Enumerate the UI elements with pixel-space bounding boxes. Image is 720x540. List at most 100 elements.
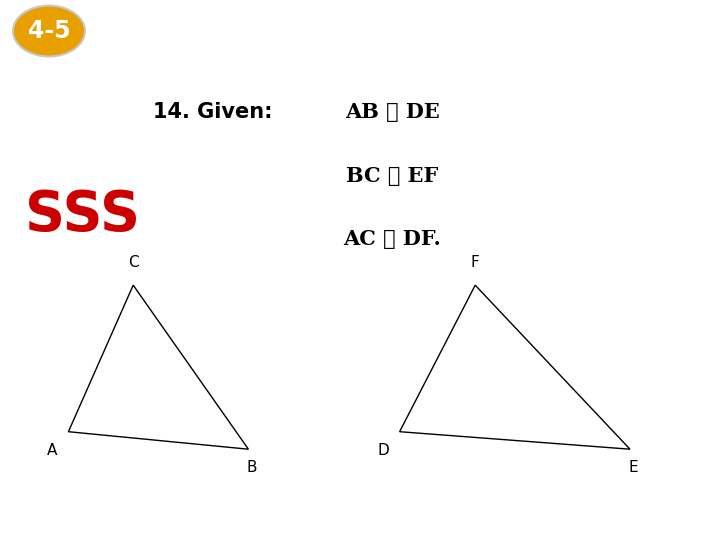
Text: Holt Geometry: Holt Geometry	[11, 515, 120, 528]
Text: 4-5: 4-5	[27, 19, 71, 43]
Bar	[482, 16, 492, 28]
Text: 14. Given:: 14. Given:	[153, 103, 272, 123]
Bar	[444, 31, 454, 42]
Bar	[456, 46, 467, 57]
Bar	[444, 46, 454, 57]
Bar	[612, 16, 622, 28]
Bar	[469, 46, 480, 57]
Text: BC ≅ EF: BC ≅ EF	[346, 166, 438, 186]
Bar	[431, 16, 441, 28]
Bar	[573, 16, 583, 28]
Bar	[651, 31, 661, 42]
Text: C: C	[128, 255, 138, 270]
Bar	[664, 16, 674, 28]
Bar	[508, 1, 518, 12]
Bar	[703, 1, 713, 12]
Bar	[482, 46, 492, 57]
Bar	[495, 31, 505, 42]
Bar	[495, 46, 505, 57]
Bar	[560, 1, 570, 12]
Bar	[560, 16, 570, 28]
Bar	[716, 46, 720, 57]
Bar	[586, 31, 596, 42]
Bar	[625, 46, 635, 57]
Bar	[418, 16, 428, 28]
Bar	[456, 16, 467, 28]
Bar	[456, 31, 467, 42]
Bar	[612, 31, 622, 42]
Bar	[431, 1, 441, 12]
Bar	[703, 46, 713, 57]
Bar	[677, 31, 687, 42]
Bar	[534, 1, 544, 12]
Bar	[664, 46, 674, 57]
Bar	[560, 46, 570, 57]
Bar	[534, 16, 544, 28]
Bar	[690, 1, 700, 12]
Bar	[418, 46, 428, 57]
Bar	[482, 31, 492, 42]
Bar	[508, 46, 518, 57]
Bar	[638, 1, 648, 12]
Text: E: E	[629, 460, 639, 475]
Bar	[716, 31, 720, 42]
Bar	[638, 16, 648, 28]
Bar	[664, 31, 674, 42]
Bar	[495, 16, 505, 28]
Bar	[703, 31, 713, 42]
Bar	[612, 46, 622, 57]
Bar	[651, 46, 661, 57]
Bar	[625, 16, 635, 28]
Bar	[521, 31, 531, 42]
Bar	[534, 46, 544, 57]
Text: AB ≅ DE: AB ≅ DE	[345, 103, 440, 123]
Bar	[612, 1, 622, 12]
Bar	[431, 46, 441, 57]
Bar	[599, 46, 609, 57]
Bar	[638, 31, 648, 42]
Bar	[690, 46, 700, 57]
Bar	[547, 16, 557, 28]
Bar	[521, 46, 531, 57]
Text: Triangle Congruence: ASA and AAS: Triangle Congruence: ASA and AAS	[112, 19, 605, 43]
Bar	[599, 1, 609, 12]
Bar	[586, 16, 596, 28]
Ellipse shape	[13, 5, 85, 57]
Bar	[521, 1, 531, 12]
Bar	[677, 1, 687, 12]
Bar	[418, 1, 428, 12]
Bar	[547, 1, 557, 12]
Text: AC ≅ DF.: AC ≅ DF.	[343, 230, 441, 249]
Bar	[469, 16, 480, 28]
Bar	[599, 16, 609, 28]
Bar	[677, 16, 687, 28]
Bar	[456, 1, 467, 12]
Bar	[418, 31, 428, 42]
Bar	[508, 31, 518, 42]
Bar	[625, 31, 635, 42]
Bar	[690, 31, 700, 42]
Bar	[521, 16, 531, 28]
Bar	[534, 31, 544, 42]
Bar	[469, 1, 480, 12]
Bar	[651, 1, 661, 12]
Bar	[444, 1, 454, 12]
Text: F: F	[471, 255, 480, 270]
Bar	[586, 46, 596, 57]
Bar	[716, 1, 720, 12]
Text: Copyright © by Holt, Rinehart and Winston. All Rights Reserved.: Copyright © by Holt, Rinehart and Winsto…	[371, 517, 706, 527]
Bar	[664, 1, 674, 12]
Bar	[716, 16, 720, 28]
Bar	[703, 16, 713, 28]
Bar	[625, 1, 635, 12]
Text: SSS: SSS	[25, 188, 140, 242]
Bar	[495, 1, 505, 12]
Text: B: B	[247, 460, 257, 475]
Bar	[573, 31, 583, 42]
Bar	[508, 16, 518, 28]
Bar	[444, 16, 454, 28]
Bar	[690, 16, 700, 28]
Bar	[431, 31, 441, 42]
Text: D: D	[377, 443, 389, 457]
Bar	[638, 46, 648, 57]
